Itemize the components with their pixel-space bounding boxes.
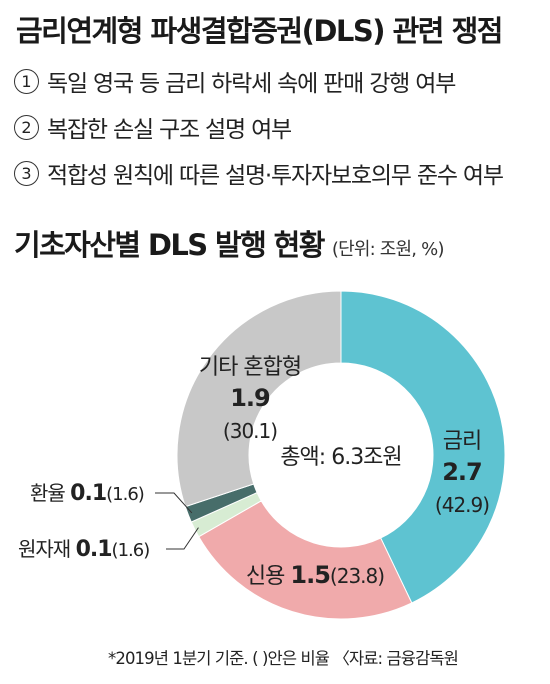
issue-text: 적합성 원칙에 따른 설명·투자자보호의무 준수 여부	[47, 163, 504, 189]
label-value-3: 0.1	[70, 481, 106, 506]
issue-number: 2	[14, 114, 39, 140]
label-hwanyul: 환율 0.1(1.6)	[30, 481, 144, 506]
label-wonjajae: 원자재 0.1(1.6)	[18, 537, 149, 562]
slice-1	[198, 500, 413, 620]
label-value-2: 0.1	[76, 537, 112, 562]
center-label: 총액: 6.3조원	[280, 445, 401, 470]
label-percent-0: (42.9)	[435, 493, 489, 517]
issue-text: 독일 영국 등 금리 하락세 속에 판매 강행 여부	[47, 71, 456, 97]
label-name-0: 금리	[443, 429, 481, 454]
label-percent-3: (1.6)	[106, 484, 144, 505]
page-title: 금리연계형 파생결합증권(DLS) 관련 쟁점	[16, 14, 503, 48]
issue-list: 1 독일 영국 등 금리 하락세 속에 판매 강행 여부 2 복잡한 손실 구조…	[14, 58, 504, 196]
issue-text: 복잡한 손실 구조 설명 여부	[47, 117, 292, 143]
chart-heading: 기초자산별 DLS 발행 현황 (단위: 조원, %)	[14, 222, 444, 264]
label-name-3: 환율	[30, 481, 70, 505]
issue-item: 1 독일 영국 등 금리 하락세 속에 판매 강행 여부	[14, 58, 503, 104]
slice-4	[176, 290, 342, 508]
issue-item: 3 적합성 원칙에 따른 설명·투자자보호의무 준수 여부	[14, 150, 504, 196]
label-name-2: 원자재	[18, 537, 76, 561]
label-value-0: 2.7	[442, 458, 482, 486]
leader-line-3	[155, 492, 193, 514]
label-name-1: 신용	[246, 564, 290, 589]
label-shinyong: 신용 1.5(23.8)	[246, 561, 384, 589]
unit-label: (단위: 조원, %)	[331, 239, 445, 260]
footnote: *2019년 1분기 기준. ( )안은 비율 〈자료: 금융감독원	[108, 649, 459, 668]
issue-item: 2 복잡한 손실 구조 설명 여부	[14, 104, 503, 150]
label-percent-4: (30.1)	[223, 419, 277, 443]
issue-number: 1	[14, 68, 39, 94]
label-value-4: 1.9	[230, 384, 270, 412]
label-percent-2: (1.6)	[112, 540, 150, 561]
leader-line-2	[166, 527, 199, 550]
label-percent-1: (23.8)	[330, 564, 384, 588]
issue-number: 3	[14, 160, 39, 186]
label-value-1: 1.5	[290, 561, 330, 589]
slice-0	[340, 290, 506, 604]
label-name-4: 기타 혼합형	[199, 355, 301, 380]
chart-title: 기초자산별 DLS 발행 현황	[14, 228, 325, 262]
